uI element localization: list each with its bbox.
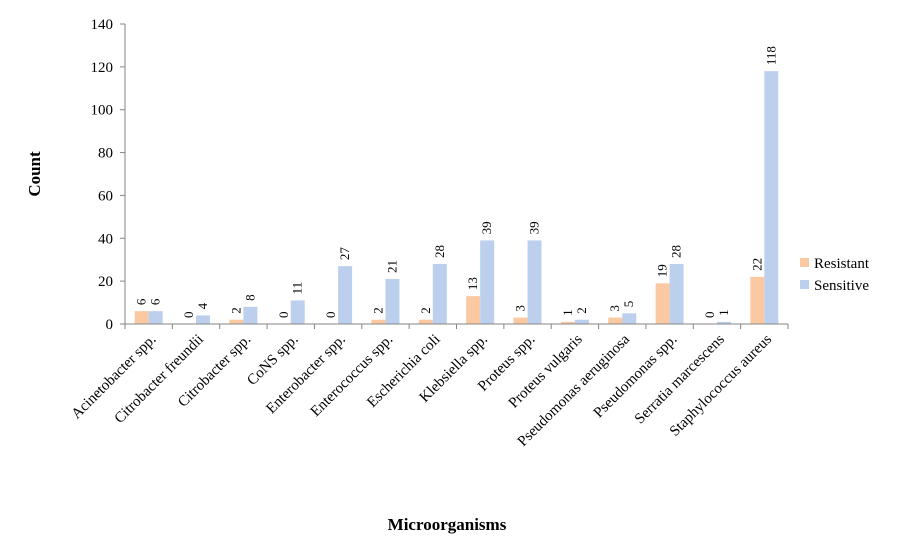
y-tick-label: 40 [98, 231, 113, 247]
legend-swatch-resistant [800, 258, 809, 267]
data-label-resistant-klebsiella-spp: 13 [465, 277, 480, 290]
legend-swatch-sensitive [800, 280, 809, 289]
data-label-resistant-enterococcus-spp: 2 [370, 307, 385, 314]
bar-sensitive-proteus-spp [527, 240, 542, 324]
bar-sensitive-serratia-marcescens [716, 321, 731, 324]
axes [124, 24, 789, 329]
bar-resistant-staphylococcus-aureus [750, 276, 765, 324]
legend: Resistant Sensitive [800, 256, 870, 294]
legend-label-resistant: Resistant [814, 256, 870, 272]
data-label-sensitive-proteus-spp: 39 [527, 221, 542, 234]
y-tick-label: 60 [98, 188, 113, 204]
x-category-label: Serratia marcescens [632, 331, 728, 427]
data-label-resistant-proteus-spp: 3 [513, 305, 528, 312]
data-label-sensitive-escherichia-coli: 28 [432, 245, 447, 258]
data-label-resistant-escherichia-coli: 2 [418, 307, 433, 314]
data-label-resistant-cons-spp: 0 [276, 312, 291, 319]
data-label-resistant-serratia-marcescens: 0 [702, 312, 717, 319]
bar-sensitive-enterococcus-spp [385, 279, 400, 324]
data-label-resistant-staphylococcus-aureus: 22 [749, 258, 764, 271]
data-label-sensitive-pseudomonas-aeruginosa: 5 [621, 301, 636, 308]
x-category-label: Enterococcus spp. [308, 332, 396, 420]
data-label-sensitive-klebsiella-spp: 39 [479, 221, 494, 234]
bars [134, 71, 779, 325]
bar-resistant-acinetobacter-spp [134, 311, 149, 324]
y-tick-label: 0 [106, 317, 114, 333]
y-tick-label: 120 [91, 60, 114, 76]
bar-resistant-citrobacter-spp [229, 319, 244, 324]
data-label-sensitive-pseudomonas-spp: 28 [669, 245, 684, 258]
y-axis-title: Count [25, 151, 44, 197]
bar-sensitive-staphylococcus-aureus [764, 71, 779, 325]
data-label-resistant-citrobacter-spp: 2 [228, 307, 243, 314]
y-axis-ticks: 0 20 40 60 80 100 120 140 [91, 17, 125, 333]
x-category-label: Acinetobacter spp. [69, 332, 160, 423]
y-tick-label: 140 [91, 17, 114, 33]
bar-sensitive-klebsiella-spp [480, 240, 495, 324]
bar-resistant-pseudomonas-aeruginosa [608, 317, 623, 324]
data-label-sensitive-proteus-vulgaris: 2 [574, 307, 589, 314]
legend-label-sensitive: Sensitive [814, 278, 869, 294]
data-label-resistant-citrobacter-freundii: 0 [181, 312, 196, 319]
bar-sensitive-citrobacter-spp [243, 306, 258, 324]
y-tick-label: 80 [98, 146, 113, 162]
bar-sensitive-citrobacter-freundii [196, 315, 211, 324]
bar-resistant-proteus-vulgaris [560, 321, 575, 324]
data-label-resistant-pseudomonas-aeruginosa: 3 [607, 305, 622, 312]
bar-sensitive-enterobacter-spp [338, 266, 353, 324]
y-tick-label: 20 [98, 274, 113, 290]
data-label-sensitive-cons-spp: 11 [290, 282, 305, 295]
bar-sensitive-pseudomonas-spp [669, 264, 684, 324]
bar-sensitive-pseudomonas-aeruginosa [622, 313, 637, 324]
bar-sensitive-proteus-vulgaris [574, 319, 589, 324]
x-category-label: Pseudomonas spp. [591, 332, 681, 422]
data-label-sensitive-enterococcus-spp: 21 [384, 260, 399, 273]
bar-resistant-enterococcus-spp [371, 319, 386, 324]
x-category-label: Citrobacter freundii [112, 332, 207, 427]
bar-resistant-proteus-spp [513, 317, 528, 324]
data-label-resistant-enterobacter-spp: 0 [323, 312, 338, 319]
data-label-sensitive-acinetobacter-spp: 6 [148, 298, 163, 305]
data-label-resistant-proteus-vulgaris: 1 [560, 309, 575, 316]
bar-resistant-escherichia-coli [418, 319, 433, 324]
bar-sensitive-acinetobacter-spp [148, 311, 163, 324]
bar-sensitive-cons-spp [290, 300, 305, 324]
x-axis-title: Microorganisms [388, 515, 507, 534]
bar-resistant-pseudomonas-spp [655, 283, 670, 324]
data-label-sensitive-staphylococcus-aureus: 118 [763, 46, 778, 65]
data-label-resistant-pseudomonas-spp: 19 [655, 264, 670, 277]
data-label-sensitive-citrobacter-spp: 8 [242, 294, 257, 301]
bar-sensitive-escherichia-coli [432, 264, 447, 324]
x-axis-category-labels: Acinetobacter spp.Citrobacter freundiiCi… [69, 331, 776, 449]
bar-resistant-klebsiella-spp [466, 296, 481, 324]
data-label-sensitive-citrobacter-freundii: 4 [195, 302, 210, 309]
data-label-resistant-acinetobacter-spp: 6 [134, 298, 149, 305]
data-label-sensitive-enterobacter-spp: 27 [337, 247, 352, 261]
data-label-sensitive-serratia-marcescens: 1 [716, 309, 731, 316]
y-tick-label: 100 [91, 103, 114, 119]
